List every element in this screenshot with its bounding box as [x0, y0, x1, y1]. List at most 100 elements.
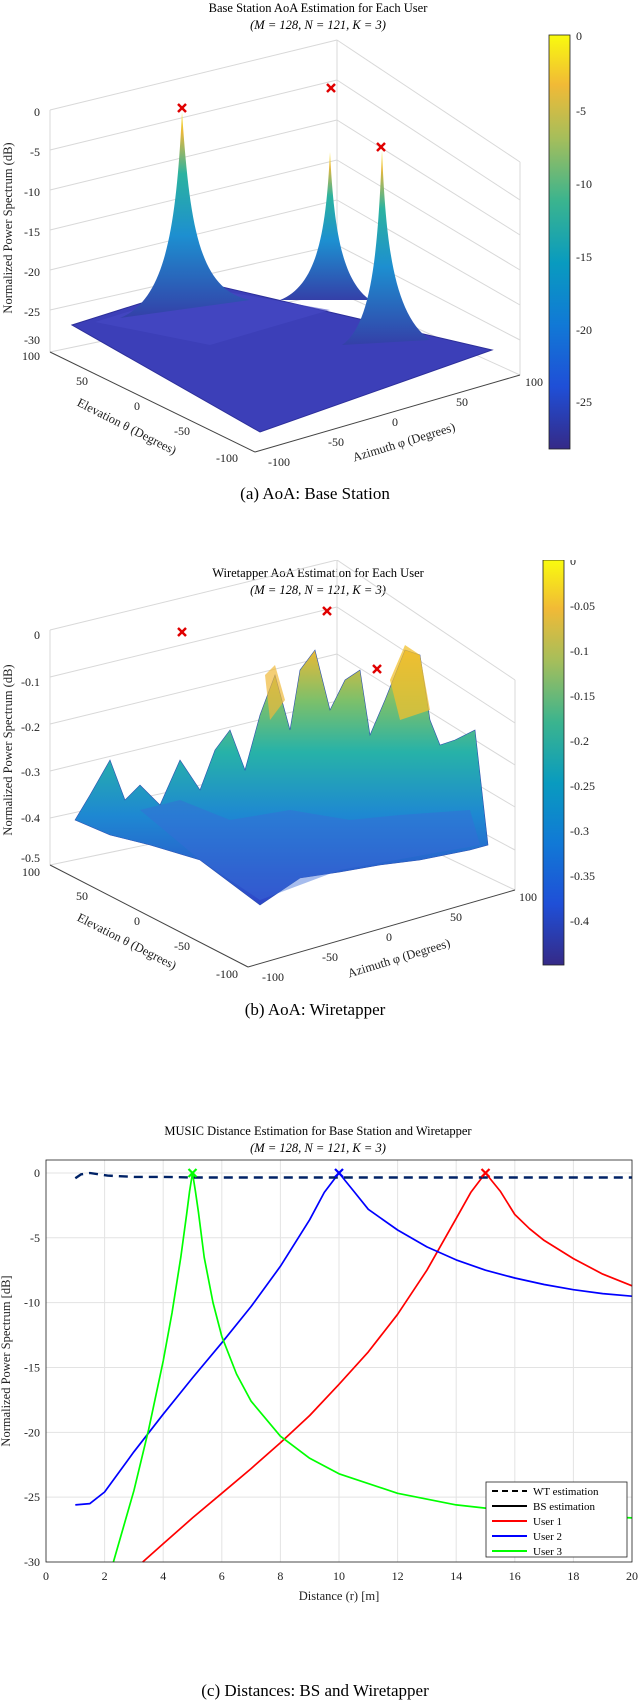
chart-a-marker-1 — [177, 103, 187, 113]
peak-marker-2 — [334, 1168, 344, 1178]
chart-a-z-tick: -15 — [24, 225, 40, 239]
chart-a-colorbar: 0 -5 -10 -15 -20 -25 — [548, 29, 592, 450]
chart-c-title: MUSIC Distance Estimation for Base Stati… — [164, 1124, 472, 1138]
chart-a-cbar-tick: 0 — [576, 29, 582, 43]
chart-b-y-tick: 0 — [134, 914, 140, 928]
chart-c-x-tick: 10 — [333, 1569, 345, 1583]
series-line-user-3 — [112, 1172, 633, 1563]
legend-label: WT estimation — [533, 1486, 599, 1498]
legend-item-user2: User 2 — [492, 1531, 562, 1543]
chart-b-cbar-tick: -0.35 — [570, 869, 595, 883]
chart-c-y-tick: -30 — [24, 1555, 40, 1569]
chart-a-y-ticks: 100 50 0 -50 -100 — [22, 349, 238, 465]
panel-c: MUSIC Distance Estimation for Base Stati… — [0, 1115, 640, 1705]
chart-c-markers — [187, 1168, 491, 1178]
chart-a-y-tick: 50 — [76, 374, 88, 388]
chart-b-z-tick: -0.3 — [21, 765, 40, 779]
chart-a-peak-markers — [177, 83, 386, 152]
chart-a-x-tick: -50 — [328, 435, 344, 449]
chart-a-z-tick: -30 — [24, 333, 40, 347]
chart-c-x-tick: 18 — [567, 1569, 579, 1583]
chart-b-cbar-tick: -0.15 — [570, 689, 595, 703]
chart-b-cbar-tick: 0 — [570, 560, 576, 568]
chart-b-cbar-tick: -0.2 — [570, 734, 589, 748]
chart-b-subtitle: (M = 128, N = 121, K = 3) — [250, 583, 386, 597]
chart-a-zlabel: Normalized Power Spectrum (dB) — [1, 142, 15, 313]
chart-a-x-tick: 0 — [392, 415, 398, 429]
chart-a-marker-3 — [376, 142, 386, 152]
chart-b-markers — [177, 606, 382, 674]
legend-label: BS estimation — [533, 1501, 596, 1513]
chart-c-frame — [45, 1159, 633, 1563]
chart-b-y-ticks: 100 50 0 -50 -100 — [22, 865, 238, 981]
chart-a-y-tick: -100 — [216, 451, 238, 465]
chart-c-ticks: 0 2 4 6 8 10 12 14 16 18 20 0 -5 -10 -15 -20 -25 -30 — [24, 1166, 638, 1583]
chart-b-x-tick: 0 — [386, 930, 392, 944]
legend-label: User 3 — [533, 1546, 563, 1558]
legend-item-user1: User 1 — [492, 1516, 562, 1528]
chart-c-x-tick: 14 — [450, 1569, 462, 1583]
chart-b-z-ticks: 0 -0.1 -0.2 -0.3 -0.4 -0.5 — [21, 628, 40, 865]
chart-a-cbar-tick: -20 — [576, 323, 592, 337]
chart-a-cbar-tick: -5 — [576, 104, 586, 118]
chart-b-x-tick: 100 — [519, 890, 537, 904]
peak-marker-1 — [187, 1168, 198, 1178]
caption-a: (a) AoA: Base Station — [240, 484, 390, 503]
chart-a-subtitle: (M = 128, N = 121, K = 3) — [250, 18, 386, 32]
chart-a-y-tick: -50 — [174, 424, 190, 438]
caption-c: (c) Distances: BS and Wiretapper — [201, 1681, 429, 1700]
chart-a-marker-2 — [326, 83, 336, 93]
chart-c-x-tick: 20 — [626, 1569, 638, 1583]
chart-b-title: Wiretapper AoA Estimation for Each User — [212, 566, 424, 580]
chart-b-y-tick: -50 — [174, 939, 190, 953]
chart-b-zlabel: Normalized Power Spectrum (dB) — [1, 664, 15, 835]
chart-a-z-ticks: 0 -5 -10 -15 -20 -25 -30 — [24, 105, 40, 347]
chart-b-x-ticks: -100 -50 0 50 100 — [262, 890, 537, 984]
chart-c-y-tick: -20 — [24, 1425, 40, 1439]
legend-label: User 1 — [533, 1516, 562, 1528]
chart-b-xlabel: Azimuth φ (Degrees) — [346, 936, 452, 981]
chart-b-y-tick: 50 — [76, 889, 88, 903]
chart-c-legend: WT estimation BS estimation User 1 User … — [485, 1481, 628, 1558]
legend-item-wt: WT estimation — [492, 1486, 599, 1498]
chart-a-y-tick: 100 — [22, 349, 40, 363]
legend-item-bs: BS estimation — [492, 1501, 596, 1513]
panel-b: Wiretapper AoA Estimation for Each User … — [0, 560, 640, 1115]
chart-a-x-tick: -100 — [268, 455, 290, 469]
series-line-wt-estimation — [74, 1171, 632, 1180]
chart-c-x-tick: 8 — [277, 1569, 283, 1583]
chart-a-x-ticks: -100 -50 0 50 100 — [268, 375, 543, 469]
caption-b: (b) AoA: Wiretapper — [245, 1000, 386, 1019]
chart-a-z-tick: -5 — [30, 145, 40, 159]
chart-a-ylabel: Elevation θ (Degrees) — [75, 395, 179, 457]
chart-c-x-tick: 4 — [160, 1569, 166, 1583]
chart-a-cbar-tick: -25 — [576, 395, 592, 409]
chart-b-svg: Wiretapper AoA Estimation for Each User … — [1, 560, 595, 1019]
chart-b-ylabel: Elevation θ (Degrees) — [75, 910, 179, 972]
chart-c-x-tick: 0 — [43, 1569, 49, 1583]
chart-b-cbar-tick: -0.25 — [570, 779, 595, 793]
chart-b-x-tick: 50 — [450, 910, 462, 924]
chart-a-z-tick: -20 — [24, 265, 40, 279]
series-line-user-2 — [75, 1172, 633, 1506]
chart-b-cbar-tick: -0.1 — [570, 644, 589, 658]
chart-a-title: Base Station AoA Estimation for Each Use… — [209, 1, 429, 15]
chart-b-marker-2 — [322, 606, 332, 616]
chart-a-cbar-tick: -10 — [576, 177, 592, 191]
chart-c-y-tick: -5 — [30, 1231, 40, 1245]
chart-c-x-tick: 12 — [392, 1569, 404, 1583]
chart-a-x-tick: 100 — [525, 375, 543, 389]
chart-b-z-tick: -0.1 — [21, 675, 40, 689]
chart-b-z-tick: -0.4 — [21, 811, 40, 825]
chart-c-y-tick: -25 — [24, 1490, 40, 1504]
chart-c-x-tick: 6 — [219, 1569, 225, 1583]
chart-c-xlabel: Distance (r) [m] — [299, 1589, 380, 1603]
chart-a-cbar-tick: -15 — [576, 250, 592, 264]
chart-c-y-tick: -10 — [24, 1296, 40, 1310]
legend-item-user3: User 3 — [492, 1546, 563, 1558]
chart-a-z-tick: -10 — [24, 185, 40, 199]
panel-a: Base Station AoA Estimation for Each Use… — [0, 0, 640, 560]
chart-b-x-tick: -100 — [262, 970, 284, 984]
chart-b-cbar-tick: -0.3 — [570, 824, 589, 838]
legend-label: User 2 — [533, 1531, 562, 1543]
